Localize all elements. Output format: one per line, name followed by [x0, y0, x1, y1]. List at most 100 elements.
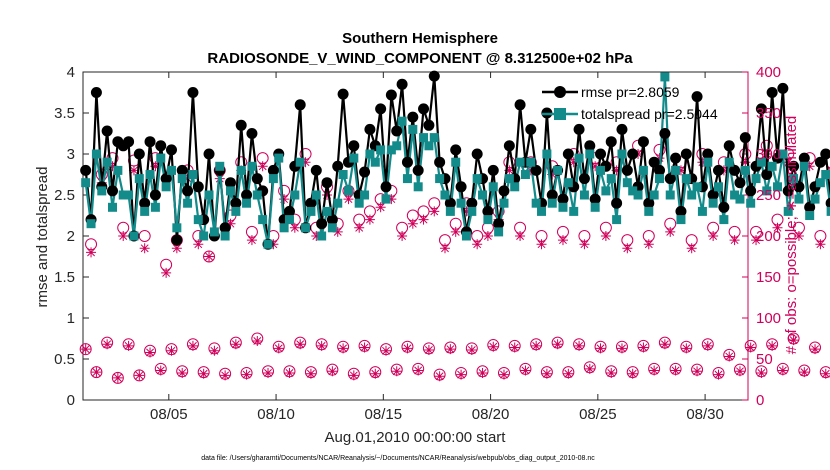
obs-assimilated-marker	[311, 231, 322, 241]
rmse-point	[675, 205, 687, 217]
obs-assimilated-marker	[273, 343, 284, 354]
obs-assimilated-marker	[579, 239, 590, 250]
obs-assimilated-marker	[445, 344, 456, 355]
rmse-point	[385, 89, 397, 101]
totalspread-point	[242, 198, 252, 208]
obs-assimilated-marker	[702, 340, 713, 351]
rmse-point	[493, 218, 505, 230]
rmse-point	[418, 103, 430, 115]
rmse-point	[466, 197, 478, 209]
obs-assimilated-marker	[563, 368, 574, 379]
legend-rmse-label: rmse pr=2.8059	[581, 84, 680, 100]
x-axis-label: Aug.01,2010 00:00:00 start	[325, 429, 507, 446]
obs-assimilated-marker	[665, 226, 676, 237]
totalspread-point	[515, 157, 525, 167]
rmse-point	[321, 177, 333, 189]
rmse-point	[627, 148, 639, 160]
totalspread-point	[354, 198, 364, 208]
y-tick-label: 1	[67, 310, 75, 327]
obs-assimilated-marker	[354, 222, 365, 233]
obs-assimilated-marker	[520, 365, 531, 376]
obs-assimilated-marker	[643, 239, 654, 250]
totalspread-point	[263, 239, 273, 249]
rmse-point	[160, 173, 172, 185]
obs-assimilated-marker	[536, 239, 547, 250]
totalspread-point	[365, 149, 375, 159]
obs-assimilated-marker	[488, 341, 499, 352]
obs-assimilated-marker	[91, 367, 102, 378]
y-tick-label: 3	[67, 146, 75, 163]
rmse-point	[444, 197, 456, 209]
rmse-point	[589, 193, 601, 205]
totalspread-point	[456, 198, 466, 208]
obs-assimilated-marker	[300, 157, 311, 168]
y-tick-label: 4	[67, 64, 75, 81]
totalspread-point	[290, 190, 300, 200]
x-tick-label: 08/10	[257, 406, 295, 423]
rmse-point	[165, 144, 177, 156]
rmse-point	[573, 123, 585, 135]
totalspread-point	[660, 72, 670, 82]
rmse-point	[80, 164, 92, 176]
rmse-point	[707, 189, 719, 201]
totalspread-point	[381, 194, 391, 204]
totalspread-point	[408, 124, 418, 134]
rmse-point	[123, 136, 135, 148]
rmse-point	[412, 164, 424, 176]
rmse-point	[241, 189, 253, 201]
totalspread-point	[633, 190, 643, 200]
obs-assimilated-marker	[348, 370, 359, 381]
totalspread-point	[386, 145, 396, 155]
rmse-point	[450, 144, 462, 156]
obs-assimilated-marker	[161, 267, 172, 278]
rmse-point	[729, 164, 741, 176]
totalspread-point	[504, 174, 514, 184]
rmse-point	[423, 119, 435, 131]
obs-assimilated-marker	[713, 369, 724, 380]
totalspread-point	[789, 174, 799, 184]
y-tick-label: 3.5	[54, 105, 75, 122]
obs-assimilated-marker	[102, 339, 113, 350]
totalspread-point	[703, 157, 713, 167]
totalspread-point	[815, 178, 825, 188]
obs-assimilated-marker	[692, 366, 703, 377]
obs-assimilated-marker	[584, 363, 595, 374]
totalspread-point	[360, 190, 370, 200]
totalspread-point	[451, 157, 461, 167]
totalspread-point	[209, 227, 219, 237]
rmse-point	[283, 205, 295, 217]
totalspread-point	[150, 202, 160, 212]
totalspread-point	[585, 149, 595, 159]
rmse-point	[171, 234, 183, 246]
rmse-point	[407, 111, 419, 123]
rmse-point	[777, 82, 789, 94]
rmse-point	[246, 128, 258, 139]
x-tick-label: 08/30	[686, 406, 724, 423]
rmse-point	[428, 70, 440, 82]
obs-assimilated-marker	[777, 365, 788, 376]
totalspread-point	[370, 157, 380, 167]
obs-assimilated-marker	[204, 251, 215, 262]
rmse-point	[176, 164, 188, 176]
totalspread-point	[129, 231, 139, 241]
totalspread-point	[526, 157, 536, 167]
rmse-point	[514, 99, 526, 111]
obs-assimilated-marker	[402, 343, 413, 354]
obs-assimilated-marker	[118, 231, 129, 241]
rmse-point	[364, 123, 376, 135]
y-axis-label: rmse and totalspread	[34, 167, 51, 308]
rmse-point	[337, 88, 349, 100]
rmse-point	[734, 177, 746, 189]
obs-assimilated-marker	[606, 367, 617, 378]
totalspread-point	[799, 161, 809, 171]
totalspread-point	[91, 149, 101, 159]
obs-assimilated-marker	[198, 368, 209, 379]
rmse-point	[332, 160, 344, 172]
obs-assimilated-marker	[456, 369, 467, 380]
totalspread-point	[413, 182, 423, 192]
obs-assimilated-marker	[166, 345, 177, 356]
obs-assimilated-marker	[611, 165, 622, 176]
totalspread-point	[692, 182, 702, 192]
obs-assimilated-marker	[466, 344, 477, 355]
